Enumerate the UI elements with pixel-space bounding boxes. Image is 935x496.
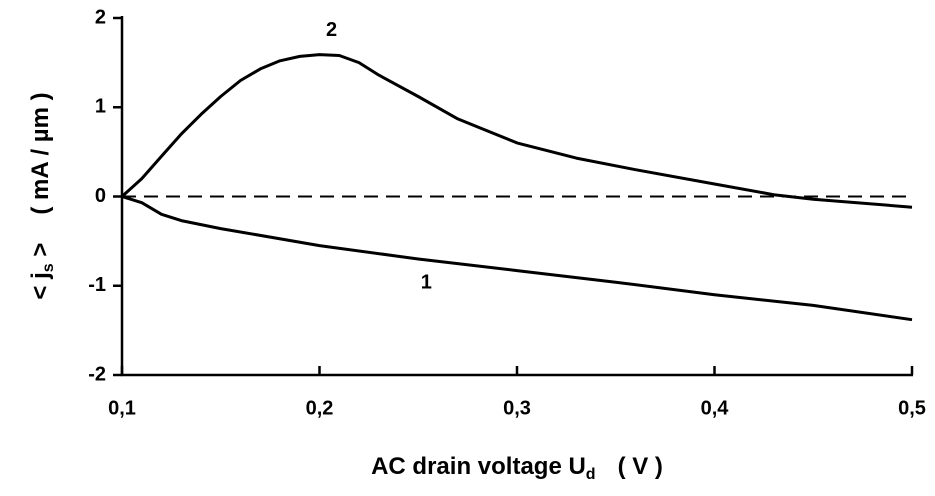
y-title-close: > bbox=[27, 243, 54, 264]
y-tick-label: -1 bbox=[88, 274, 106, 296]
x-title-text: AC drain voltage U bbox=[371, 453, 586, 480]
x-tick-label: 0,4 bbox=[701, 397, 730, 419]
y-tick-label: -2 bbox=[88, 363, 106, 385]
y-title-text: < j bbox=[27, 272, 54, 299]
series-label: 2 bbox=[326, 19, 337, 41]
y-title-unit: ( mA / µm ) bbox=[27, 92, 54, 214]
series-line bbox=[120, 53, 913, 209]
x-title-sub: d bbox=[586, 466, 596, 483]
x-axis-title: AC drain voltage Ud ( V ) bbox=[371, 453, 663, 483]
x-title-unit: ( V ) bbox=[618, 453, 663, 480]
x-tick-label: 0,3 bbox=[503, 397, 531, 419]
y-tick-label: 1 bbox=[95, 96, 106, 118]
y-tick-label: 0 bbox=[95, 185, 106, 207]
x-tick-label: 0,1 bbox=[108, 397, 136, 419]
x-tick-label: 0,5 bbox=[898, 397, 926, 419]
x-tick-label: 0,2 bbox=[306, 397, 334, 419]
y-tick-label: 2 bbox=[95, 6, 106, 28]
y-title-sub: s bbox=[40, 263, 57, 272]
y-axis-title: < js > ( mA / µm ) bbox=[27, 92, 57, 299]
series-line bbox=[121, 195, 913, 322]
series-label: 1 bbox=[421, 271, 432, 293]
